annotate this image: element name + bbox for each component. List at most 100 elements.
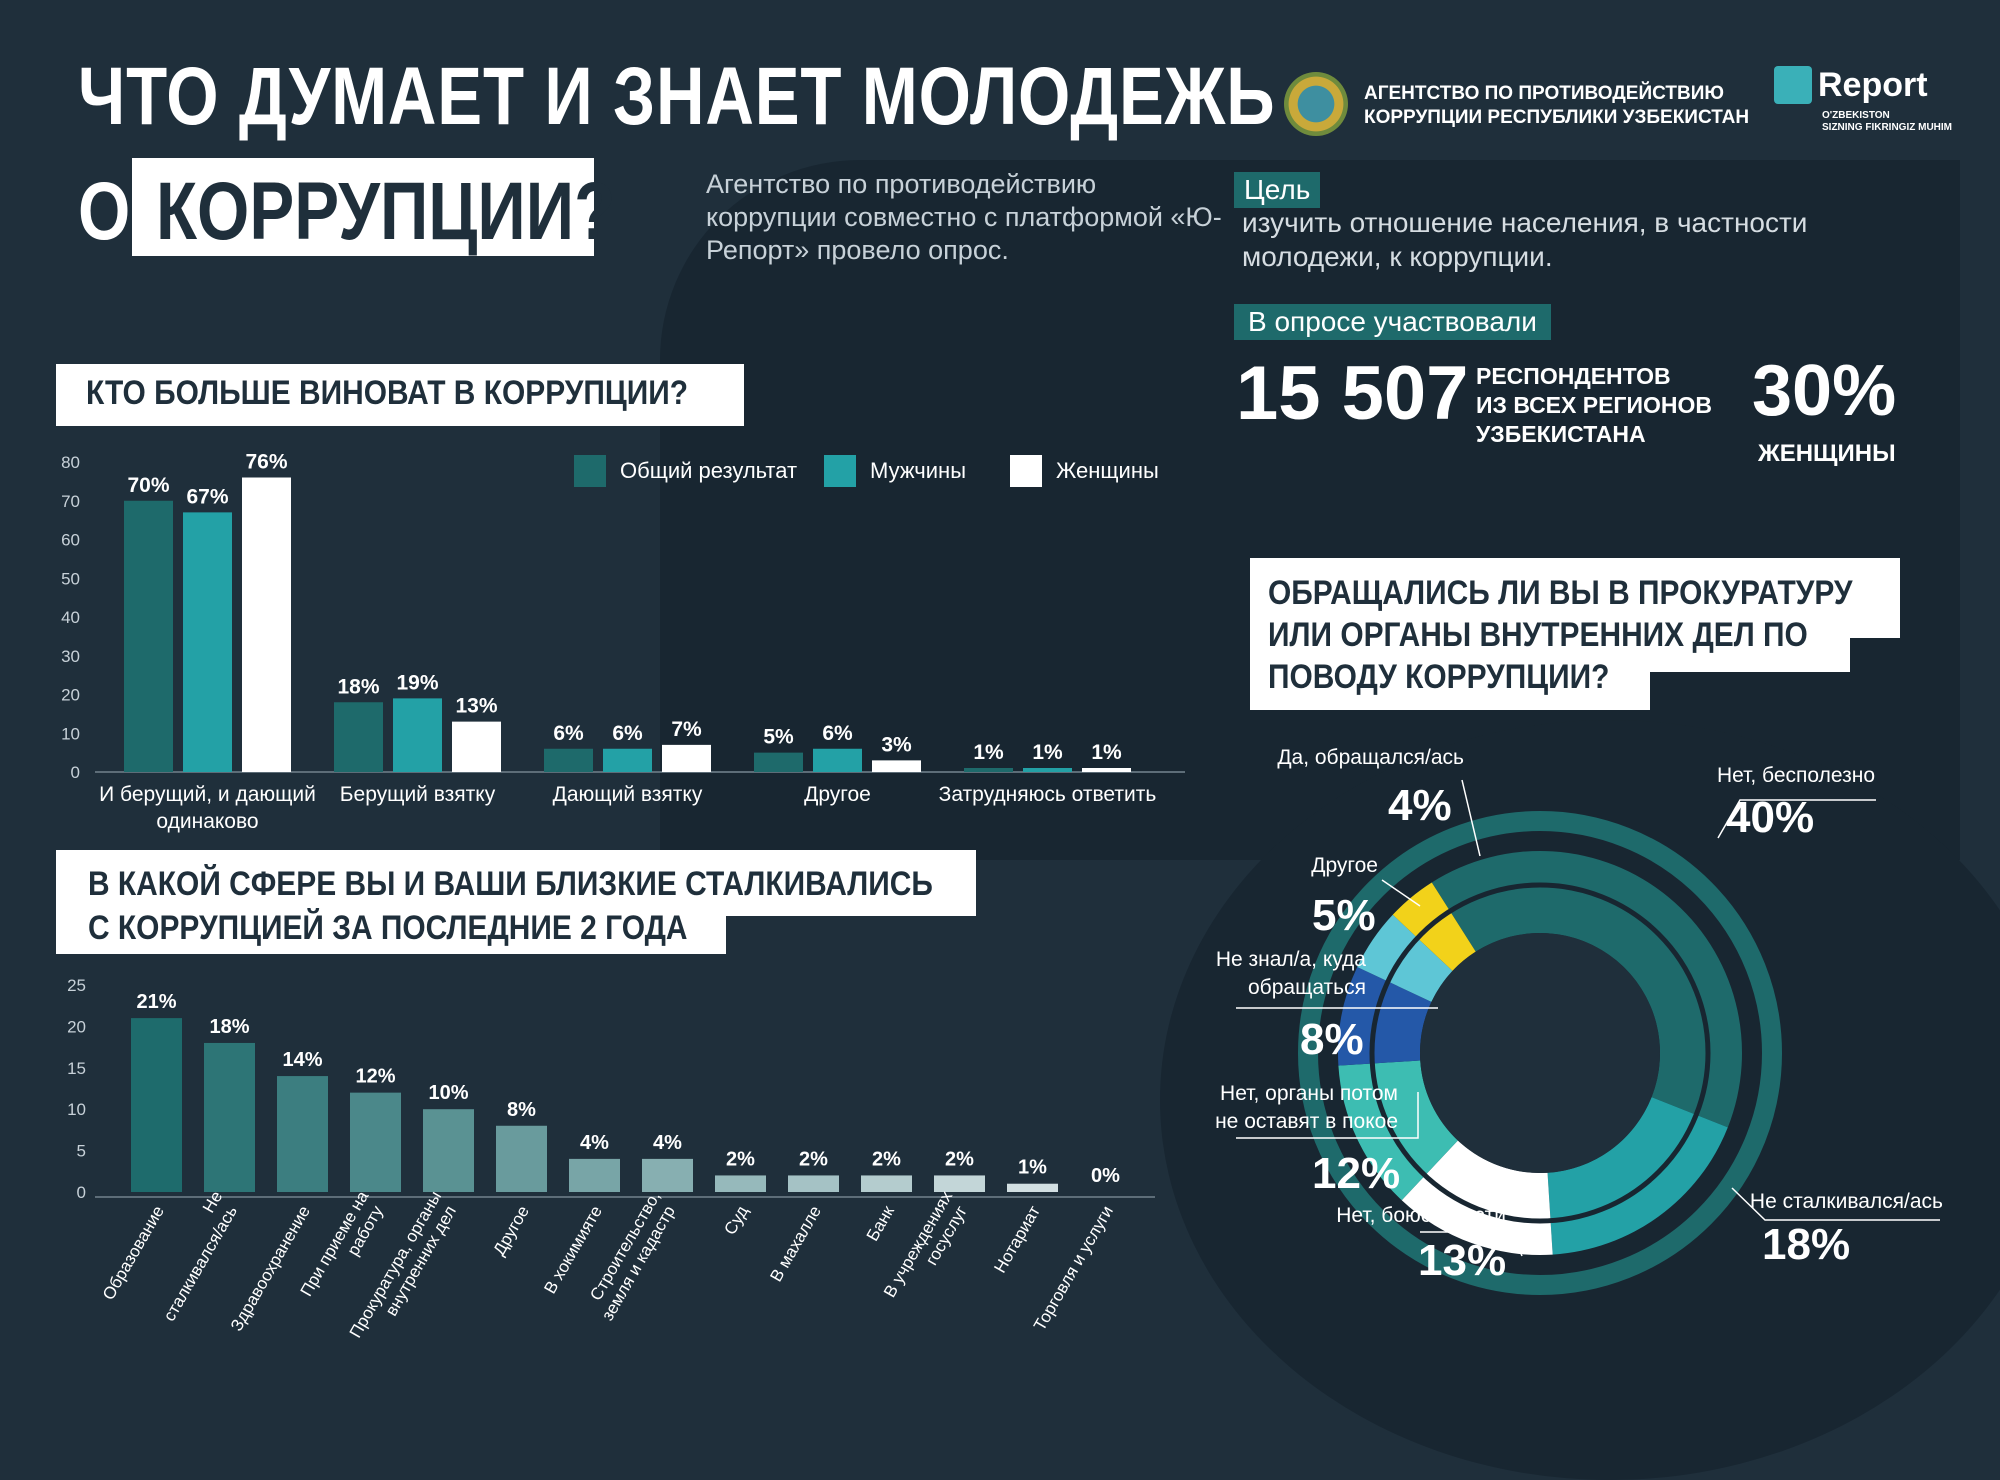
chart1-data-label: 6% — [612, 722, 643, 745]
respondent-description: РЕСПОНДЕНТОВ ИЗ ВСЕХ РЕГИОНОВ УЗБЕКИСТАН… — [1476, 362, 1712, 449]
donut-inner-ring — [1369, 882, 1711, 1224]
donut-slice-name: Нет, бесполезно — [1717, 764, 1875, 787]
chart3-title-line-2: ИЛИ ОРГАНЫ ВНУТРЕННИХ ДЕЛ ПО — [1268, 616, 1808, 654]
chart1-data-label: 5% — [763, 726, 794, 749]
donut-outer-ring — [1298, 811, 1782, 1295]
donut-leader-line — [1717, 799, 1876, 839]
goal-text: изучить отношение населения, в частности… — [1242, 207, 1808, 272]
chart1-y-tick: 40 — [61, 608, 80, 627]
respondent-desc-2: ИЗ ВСЕХ РЕГИОНОВ — [1476, 392, 1712, 418]
chart1-y-tick: 20 — [61, 686, 80, 705]
donut-slice — [1401, 1140, 1553, 1256]
chart2-category-label: Другое — [490, 1203, 533, 1259]
legend-label: Общий результат — [620, 458, 797, 483]
chart1-category-label: Другое — [804, 783, 871, 806]
donut-leader-line — [1236, 1092, 1419, 1139]
donut-leader-line — [1461, 779, 1481, 857]
chart1-category-label: Дающий взятку — [553, 783, 703, 806]
chart1-bar — [183, 512, 232, 772]
chart1-bar — [1023, 768, 1072, 772]
donut-slice-name: обращаться — [1248, 976, 1366, 999]
chart2-data-label: 2% — [726, 1148, 755, 1170]
chart1-y-tick: 30 — [61, 647, 80, 666]
chart1-data-label: 1% — [1032, 741, 1063, 764]
chart1-data-label: 70% — [127, 474, 169, 497]
chart1-bar — [754, 752, 803, 772]
page-title-prefix: О — [78, 166, 131, 257]
donut-slice-value: 8% — [1300, 1015, 1364, 1064]
chart1-category-label: Затрудняюсь ответить — [939, 783, 1157, 806]
agency-line-1: АГЕНТСТВО ПО ПРОТИВОДЕЙСТВИЮ — [1364, 83, 1724, 104]
legend-label: Женщины — [1056, 458, 1159, 483]
chart1-category-label: одинаково — [156, 810, 258, 833]
donut-hole — [1420, 933, 1660, 1173]
chart1-bar — [1082, 768, 1131, 772]
chart2-bar — [204, 1042, 255, 1192]
donut-slice-value: 5% — [1312, 891, 1376, 940]
chart2-bar — [642, 1158, 693, 1192]
chart1-data-label: 67% — [186, 485, 228, 508]
women-label: ЖЕНЩИНЫ — [1758, 440, 1896, 467]
chart2-title-line-1: В КАКОЙ СФЕРЕ ВЫ И ВАШИ БЛИЗКИЕ СТАЛКИВА… — [88, 865, 933, 903]
ureport-logo-icon — [1774, 66, 1812, 104]
chart1-bar — [242, 477, 291, 772]
chart1-title: КТО БОЛЬШЕ ВИНОВАТ В КОРРУПЦИИ? — [86, 374, 689, 412]
chart1-data-label: 19% — [396, 671, 438, 694]
donut-slice-value: 4% — [1388, 781, 1452, 830]
chart1-y-tick: 80 — [61, 453, 80, 472]
chart2-data-label: 8% — [507, 1099, 536, 1121]
chart2-category-label: Суд — [720, 1202, 752, 1238]
chart2-bar — [861, 1175, 912, 1192]
chart2-data-label: 10% — [428, 1082, 468, 1104]
page-title: ЧТО ДУМАЕТ И ЗНАЕТ МОЛОДЕЖЬ — [78, 51, 1276, 142]
chart2-bar — [350, 1092, 401, 1192]
chart1-bar — [603, 748, 652, 772]
chart2-category-label: сталкивался/ась — [160, 1202, 241, 1324]
participants-label: В опросе участвовали — [1234, 304, 1551, 340]
chart2-bar — [496, 1125, 547, 1192]
agency-line-2: КОРРУПЦИИ РЕСПУБЛИКИ УЗБЕКИСТАН — [1364, 107, 1750, 128]
chart2-category-label: Банк — [863, 1202, 898, 1244]
chart3-title: ОБРАЩАЛИСЬ ЛИ ВЫ В ПРОКУРАТУРУ ИЛИ ОРГАН… — [1268, 572, 1853, 698]
ureport-tagline-1: O'ZBEKISTON — [1822, 110, 1890, 121]
chart2-y-tick: 15 — [67, 1059, 86, 1078]
chart1-y-tick: 0 — [71, 763, 80, 782]
chart2-category-label: В махалле — [766, 1203, 825, 1285]
chart1-bar — [124, 500, 173, 772]
respondent-count: 15 507 — [1236, 351, 1469, 436]
respondent-desc-1: РЕСПОНДЕНТОВ — [1476, 363, 1671, 389]
donut-leader-line — [1731, 1187, 1940, 1221]
ureport-brand: Report — [1818, 66, 1928, 104]
chart1-title-box — [56, 364, 744, 426]
chart1-bar — [813, 748, 862, 772]
donut-slice-name: Другое — [1311, 854, 1378, 877]
chart1-bar — [334, 702, 383, 772]
chart2-data-label: 4% — [580, 1132, 609, 1154]
chart2-y-tick: 10 — [67, 1100, 86, 1119]
chart2-y-tick: 0 — [77, 1183, 86, 1202]
chart1-bar — [393, 698, 442, 772]
state-emblem-icon — [1284, 72, 1348, 136]
chart1-y-tick: 60 — [61, 531, 80, 550]
chart2-data-label: 18% — [209, 1016, 249, 1038]
chart2-category-label: Образование — [99, 1203, 168, 1304]
title-highlight-box — [132, 158, 594, 256]
respondent-desc-3: УЗБЕКИСТАНА — [1476, 421, 1646, 447]
chart3-title-box-3 — [1250, 664, 1650, 710]
chart2-title-line-2: С КОРРУПЦИЕЙ ЗА ПОСЛЕДНИЕ 2 ГОДА — [88, 909, 688, 947]
chart1-legend: Общий результат Мужчины Женщины — [574, 455, 1159, 487]
chart3-title-line-1: ОБРАЩАЛИСЬ ЛИ ВЫ В ПРОКУРАТУРУ — [1268, 574, 1853, 612]
donut-slice-value: 40% — [1726, 793, 1814, 842]
chart2-category-label: Нотариат — [990, 1202, 1044, 1276]
chart2-category-label: Здравоохранение — [227, 1203, 314, 1335]
ureport-tagline-2: SIZNING FIKRINGIZ MUHIM — [1822, 122, 1952, 133]
donut-slice — [1547, 1097, 1728, 1255]
donut-slice-value: 18% — [1762, 1220, 1850, 1269]
donut-leader-line — [1381, 879, 1421, 907]
donut-slice — [1392, 882, 1476, 971]
chart1-bar — [872, 760, 921, 772]
chart1-y-tick: 50 — [61, 569, 80, 588]
chart2-y-tick: 5 — [77, 1142, 86, 1161]
chart1-data-label: 76% — [245, 451, 287, 474]
